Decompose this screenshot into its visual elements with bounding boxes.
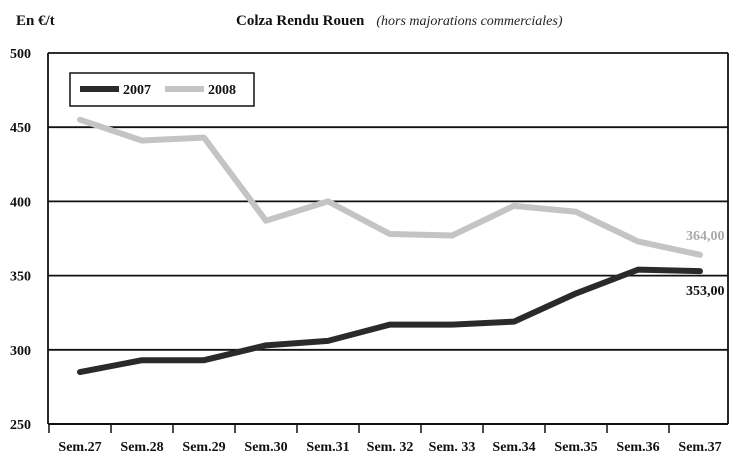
gridlines — [48, 52, 728, 425]
y-tick-label-300: 300 — [10, 344, 31, 359]
x-tick-label-2: Sem.29 — [182, 440, 225, 455]
legend: 2007 2008 — [69, 72, 255, 107]
series-lines — [77, 116, 703, 376]
x-tick-label-9: Sem.36 — [616, 440, 659, 455]
series-line-2008 — [77, 116, 703, 258]
y-tick-label-350: 350 — [10, 270, 31, 285]
y-tick-label-250: 250 — [10, 418, 31, 433]
y-tick-label-500: 500 — [10, 47, 31, 62]
x-tick-label-6: Sem. 33 — [429, 440, 476, 455]
chart-title: Colza Rendu Rouen — [236, 13, 365, 29]
x-tick-label-0: Sem.27 — [58, 440, 101, 455]
y-axis-label: En €/t — [16, 13, 55, 29]
x-tick-label-1: Sem.28 — [120, 440, 163, 455]
series-line-2007 — [77, 266, 703, 376]
x-tick-label-3: Sem.30 — [244, 440, 287, 455]
y-tick-label-450: 450 — [10, 121, 31, 136]
legend-label-2008: 2008 — [208, 83, 236, 98]
end-labels: 353,00 364,00 — [686, 229, 725, 299]
chart-title-group: Colza Rendu Rouen (hors majorations comm… — [236, 12, 563, 29]
x-tick-label-10: Sem.37 — [678, 440, 721, 455]
end-label-2007: 353,00 — [686, 284, 725, 299]
x-tick-label-4: Sem.31 — [306, 440, 349, 455]
x-axis: Sem.27 Sem.28 Sem.29 Sem.30 Sem.31 Sem. 32 Sem… — [47, 53, 729, 455]
legend-label-2007: 2007 — [123, 83, 151, 98]
y-tick-label-400: 400 — [10, 195, 31, 210]
chart-subtitle: (hors majorations commerciales) — [376, 14, 562, 29]
x-tick-label-5: Sem. 32 — [367, 440, 414, 455]
end-label-2008: 364,00 — [686, 229, 725, 244]
y-axis-ticks: 250 300 350 400 450 500 — [10, 47, 31, 433]
x-tick-label-8: Sem.35 — [554, 440, 597, 455]
x-tick-label-7: Sem.34 — [492, 440, 535, 455]
